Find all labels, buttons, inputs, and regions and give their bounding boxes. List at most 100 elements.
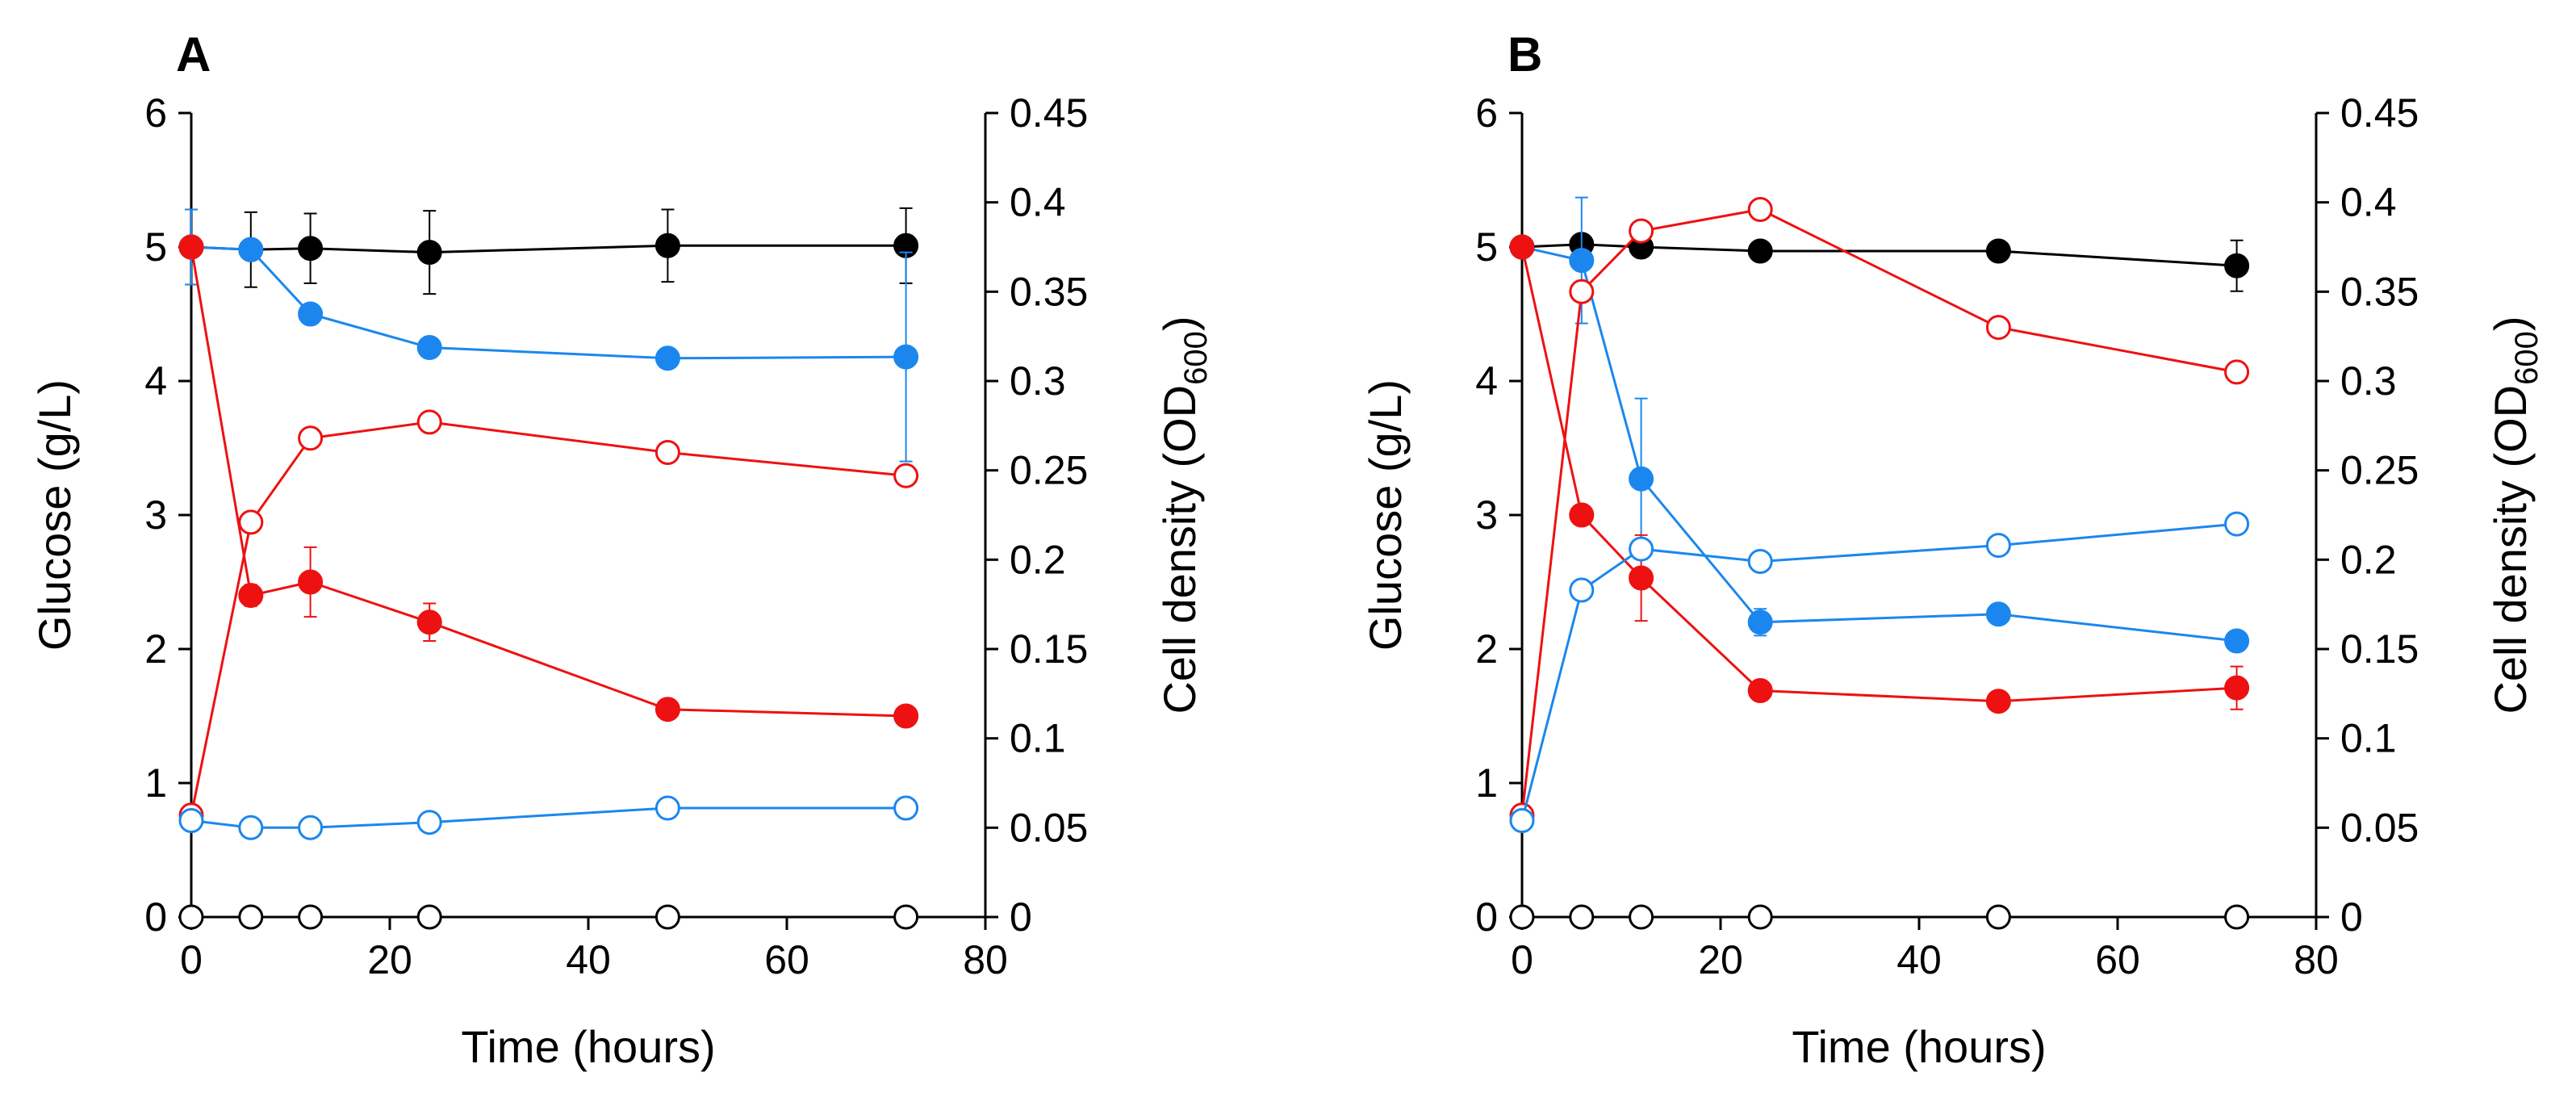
data-point <box>1629 904 1654 930</box>
data-point <box>1747 678 1773 703</box>
y-tick-label: 2 <box>144 626 167 672</box>
data-point <box>238 904 264 930</box>
y2-axis-title-main: Cell density (OD <box>2485 385 2536 714</box>
series-od-black <box>1509 904 2250 930</box>
x-tick-label: 20 <box>367 937 412 982</box>
y2-tick-label: 0 <box>2340 894 2363 940</box>
x-axis-title: Time (hours) <box>1792 1021 2046 1072</box>
data-point <box>298 815 324 840</box>
data-point <box>178 234 204 260</box>
data-point <box>178 808 204 833</box>
y2-tick-label: 0.05 <box>1010 805 1088 850</box>
y-tick-label: 6 <box>1475 90 1498 136</box>
y2-tick-label: 0.1 <box>1010 716 1066 761</box>
y2-tick-label: 0.1 <box>2340 716 2397 761</box>
series-glucose-black <box>178 207 919 295</box>
data-point <box>298 425 324 451</box>
data-point <box>178 904 204 930</box>
y2-tick-label: 0 <box>1010 894 1032 940</box>
data-point <box>416 904 442 930</box>
series-glucose-blue <box>178 208 919 463</box>
data-point <box>1569 248 1595 274</box>
data-point <box>1747 609 1773 635</box>
y2-tick-label: 0.05 <box>2340 805 2419 850</box>
panel-b: B012345600.050.10.150.20.250.30.350.40.4… <box>1360 27 2545 1072</box>
data-point <box>654 697 680 722</box>
data-point <box>238 237 264 262</box>
data-point <box>1747 238 1773 264</box>
y2-tick-label: 0.15 <box>1010 626 1088 672</box>
data-point <box>1569 502 1595 528</box>
data-point <box>893 703 919 729</box>
x-tick-label: 80 <box>2294 937 2339 982</box>
data-point <box>654 346 680 371</box>
y2-tick-label: 0.3 <box>1010 358 1066 404</box>
data-point <box>416 409 442 435</box>
data-point <box>1985 533 2011 559</box>
x-tick-label: 60 <box>764 937 809 982</box>
series-od-blue <box>1509 511 2250 833</box>
data-point <box>1629 218 1654 244</box>
y-tick-label: 5 <box>1475 224 1498 270</box>
series-glucose-blue <box>1509 196 2250 654</box>
y-tick-label: 3 <box>1475 492 1498 538</box>
y-tick-label: 1 <box>1475 760 1498 806</box>
y2-tick-label: 0.4 <box>2340 180 2397 225</box>
y-tick-label: 0 <box>1475 894 1498 940</box>
y2-tick-label: 0.45 <box>1010 90 1088 136</box>
data-point <box>1509 808 1535 833</box>
data-point <box>1985 689 2011 714</box>
data-point <box>2224 675 2250 701</box>
series-glucose-red <box>1509 234 2250 714</box>
data-point <box>893 463 919 488</box>
data-point <box>1509 904 1535 930</box>
panel-letter: A <box>176 27 211 82</box>
data-point <box>1747 197 1773 222</box>
y-tick-label: 1 <box>144 760 167 806</box>
data-point <box>1629 536 1654 562</box>
data-point <box>893 344 919 370</box>
y2-tick-label: 0.25 <box>2340 448 2419 493</box>
y2-tick-label: 0.15 <box>2340 626 2419 672</box>
y2-tick-label: 0.4 <box>1010 180 1066 225</box>
x-tick-label: 40 <box>1896 937 1942 982</box>
data-point <box>2224 511 2250 537</box>
data-point <box>298 236 324 262</box>
y-tick-label: 6 <box>144 90 167 136</box>
data-point <box>2224 628 2250 654</box>
data-point <box>238 583 264 609</box>
y-tick-label: 2 <box>1475 626 1498 672</box>
y2-tick-label: 0.25 <box>1010 448 1088 493</box>
y-axis-title: Glucose (g/L) <box>1360 379 1411 651</box>
y2-axis-title-sub: 600 <box>1178 331 1214 385</box>
data-point <box>654 904 680 930</box>
data-point <box>893 904 919 930</box>
data-point <box>298 904 324 930</box>
data-point <box>893 795 919 821</box>
x-tick-label: 0 <box>180 937 203 982</box>
y2-tick-label: 0.35 <box>1010 269 1088 314</box>
series-line <box>1521 245 2237 643</box>
y-axis-title: Glucose (g/L) <box>29 379 80 651</box>
y2-tick-label: 0.35 <box>2340 269 2419 314</box>
data-point <box>654 440 680 465</box>
y-tick-label: 3 <box>144 492 167 538</box>
y2-axis-title-sub: 600 <box>2509 331 2545 385</box>
data-point <box>654 795 680 821</box>
data-point <box>1985 315 2011 341</box>
data-point <box>1629 466 1654 492</box>
data-point <box>1985 238 2011 264</box>
x-tick-label: 40 <box>566 937 611 982</box>
data-point <box>1629 565 1654 591</box>
y2-axis-title-close: ) <box>2485 316 2536 331</box>
data-point <box>238 815 264 840</box>
data-point <box>298 301 324 327</box>
data-point <box>2224 359 2250 385</box>
data-point <box>1569 577 1595 603</box>
data-point <box>238 509 264 535</box>
y2-tick-label: 0.3 <box>2340 358 2397 404</box>
series-line <box>1520 207 2237 815</box>
series-line <box>190 246 906 718</box>
data-point <box>2224 904 2250 930</box>
